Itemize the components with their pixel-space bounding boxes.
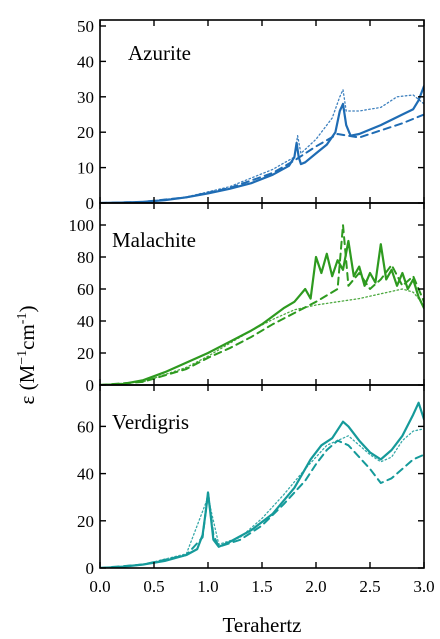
x-tick-label: 2.0	[305, 577, 326, 596]
line-dashed	[100, 224, 424, 385]
x-tick-label: 1.0	[197, 577, 218, 596]
line-dotted	[100, 89, 424, 203]
line-solid	[100, 85, 424, 203]
panel-name: Verdigris	[112, 410, 189, 434]
x-axis-title: Terahertz	[223, 613, 302, 637]
y-tick-label: 30	[77, 88, 94, 107]
panel-name: Malachite	[112, 228, 196, 252]
y-tick-label: 80	[77, 248, 94, 267]
series-group	[100, 224, 424, 385]
y-tick-label: 20	[77, 344, 94, 363]
y-tick-label: 20	[77, 512, 94, 531]
x-tick-label: 0.0	[89, 577, 110, 596]
y-tick-label: 60	[77, 417, 94, 436]
y-tick-label: 60	[77, 280, 94, 299]
panel-name: Azurite	[128, 41, 191, 65]
line-dotted	[100, 288, 424, 385]
y-tick-label: 50	[77, 17, 94, 36]
y-tick-label: 40	[77, 465, 94, 484]
series-group	[100, 85, 424, 203]
y-tick-label: 10	[77, 159, 94, 178]
x-tick-label: 2.5	[359, 577, 380, 596]
x-tick-label: 1.5	[251, 577, 272, 596]
panel-azurite: 0 10 20 30 40 50 Azurite	[77, 17, 425, 213]
y-tick-label: 40	[77, 312, 94, 331]
x-tick-label: 3.0	[413, 577, 434, 596]
panel-malachite: 0 20 40 60 80 100 Malachite	[69, 202, 425, 395]
y-tick-label: 0	[86, 376, 95, 395]
panel-verdigris: 0 20 40 60 Verdigris 0.0 0.5 1.0 1.5 2.0 2.5 3.0 Ter…	[77, 384, 435, 637]
y-tick-label: 0	[86, 559, 95, 578]
line-dashed	[100, 439, 424, 568]
y-tick-label: 0	[86, 194, 95, 213]
y-tick-label: 40	[77, 52, 94, 71]
y-axis-title: ε (M−1cm-1)	[15, 306, 39, 405]
series-group	[100, 401, 424, 568]
x-tick-label: 0.5	[143, 577, 164, 596]
line-solid	[100, 239, 424, 385]
line-dotted	[100, 428, 424, 568]
y-tick-label: 100	[69, 216, 95, 235]
y-tick-label: 20	[77, 123, 94, 142]
